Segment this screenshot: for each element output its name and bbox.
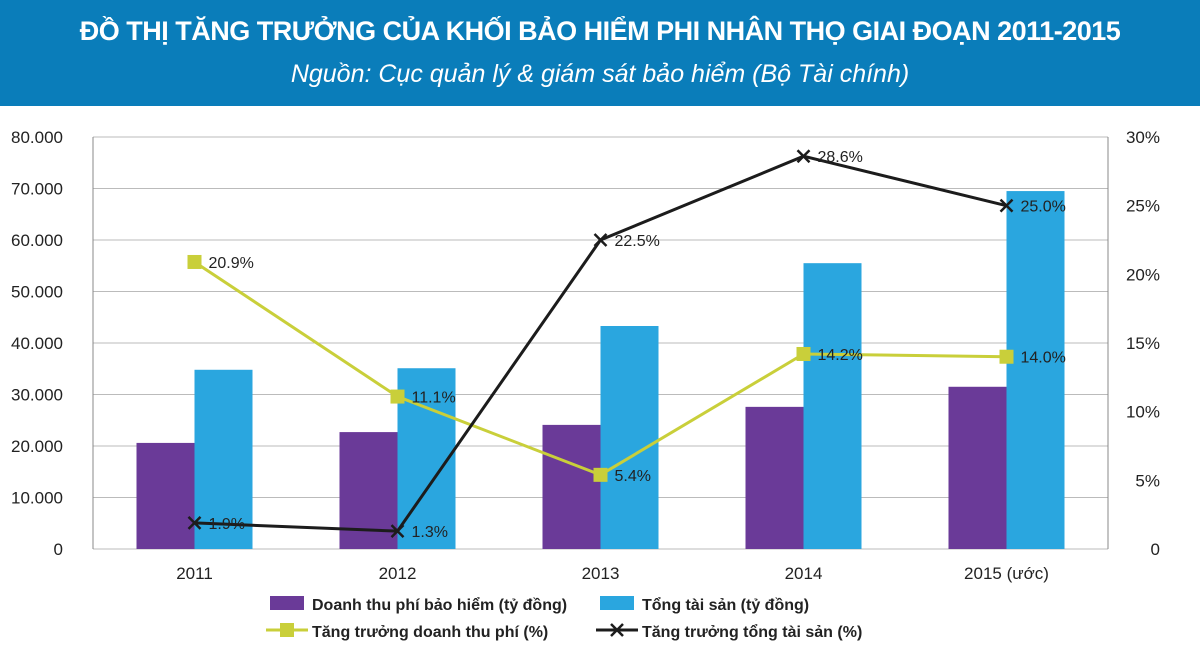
- y2-tick-label: 5%: [1135, 471, 1160, 490]
- x-tick-label: 2013: [582, 564, 620, 583]
- y-tick-label: 30.000: [11, 386, 63, 405]
- y2-tick-label: 30%: [1126, 128, 1160, 147]
- bar-total-assets: [803, 263, 862, 549]
- x-tick-label: 2014: [785, 564, 823, 583]
- data-point-x: [593, 233, 608, 247]
- bar-total-assets: [194, 369, 253, 549]
- y-tick-label: 0: [54, 540, 63, 559]
- legend-label: Doanh thu phí bảo hiểm (tỷ đồng): [312, 596, 567, 614]
- data-point-square: [999, 349, 1014, 364]
- y2-tick-label: 25%: [1126, 197, 1160, 216]
- data-point-square: [390, 389, 405, 404]
- y-tick-label: 10.000: [11, 489, 63, 508]
- y-tick-label: 40.000: [11, 334, 63, 353]
- legend-swatch: [270, 596, 304, 610]
- y2-tick-label: 0: [1151, 540, 1160, 559]
- data-label: 1.9%: [209, 516, 245, 533]
- y2-tick-label: 20%: [1126, 265, 1160, 284]
- y-tick-label: 50.000: [11, 283, 63, 302]
- data-label: 22.5%: [615, 233, 660, 250]
- bar-premium-revenue: [136, 442, 195, 549]
- y-tick-label: 60.000: [11, 231, 63, 250]
- legend-marker: [280, 623, 294, 637]
- chart-subtitle: Nguồn: Cục quản lý & giám sát bảo hiểm (…: [290, 60, 910, 88]
- x-tick-label: 2015 (ước): [964, 564, 1049, 583]
- x-tick-label: 2012: [379, 564, 417, 583]
- chart: 0 10.000 20.000 30.000 40.000 50.000 60.000 70.…: [11, 128, 1160, 641]
- data-point-x: [999, 198, 1014, 213]
- data-point-square: [187, 254, 202, 269]
- legend-marker: [610, 623, 624, 637]
- bar-total-assets: [600, 326, 659, 549]
- bar-total-assets: [1006, 191, 1065, 549]
- legend-label: Tăng trưởng tổng tài sản (%): [642, 623, 862, 641]
- bar-premium-revenue: [542, 424, 601, 549]
- data-label: 1.3%: [412, 524, 448, 541]
- chart-title: ĐỒ THỊ TĂNG TRƯỞNG CỦA KHỐI BẢO HIỂM PHI…: [79, 16, 1121, 46]
- data-point-square: [593, 467, 608, 482]
- data-point-x: [187, 516, 202, 530]
- data-label: 5.4%: [615, 468, 651, 485]
- data-point-x: [796, 149, 811, 164]
- data-label: 14.0%: [1021, 350, 1066, 367]
- data-label: 25.0%: [1021, 199, 1066, 216]
- data-label: 20.9%: [209, 255, 254, 272]
- data-label: 14.2%: [818, 347, 863, 364]
- data-point-square: [796, 346, 811, 361]
- bar-premium-revenue: [948, 386, 1007, 549]
- y2-tick-label: 15%: [1126, 334, 1160, 353]
- legend-label: Tăng trưởng doanh thu phí (%): [312, 624, 548, 641]
- legend-swatch: [600, 596, 634, 610]
- x-tick-label: 2011: [176, 564, 213, 583]
- y2-tick-label: 10%: [1126, 403, 1160, 422]
- legend-label: Tổng tài sản (tỷ đồng): [642, 596, 809, 614]
- y-tick-label: 70.000: [11, 180, 63, 199]
- data-label: 11.1%: [412, 390, 456, 407]
- y-tick-label: 20.000: [11, 437, 63, 456]
- bar-premium-revenue: [745, 406, 804, 549]
- data-label: 28.6%: [818, 149, 863, 166]
- y-tick-label: 80.000: [11, 128, 63, 147]
- data-point-x: [390, 524, 405, 539]
- chart-header: ĐỒ THỊ TĂNG TRƯỞNG CỦA KHỐI BẢO HIỂM PHI…: [0, 0, 1200, 106]
